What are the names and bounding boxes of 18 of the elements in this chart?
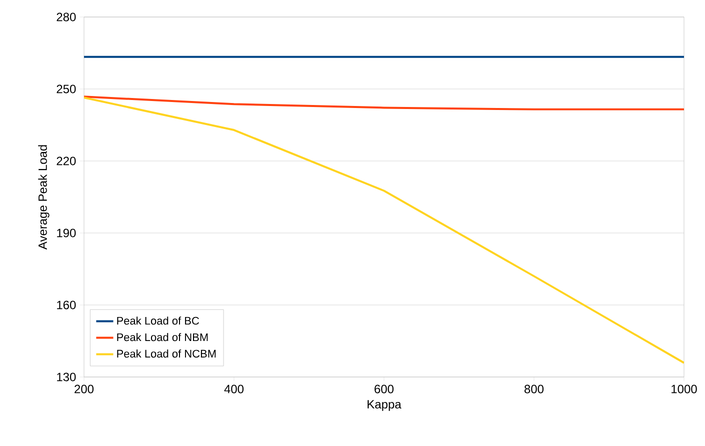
x-tick-label: 800	[524, 384, 544, 394]
line-series	[84, 96, 684, 110]
y-tick-label: 280	[56, 12, 76, 22]
legend-label: Peak Load of NBM	[117, 333, 208, 342]
y-tick-label: 160	[57, 300, 76, 310]
y-tick-label: 130	[57, 372, 76, 382]
y-axis-title: Average Peak Load	[38, 145, 50, 250]
y-tick-label: 220	[56, 156, 76, 166]
y-tick-label: 250	[56, 84, 76, 94]
x-tick-label: 1000	[672, 384, 697, 394]
legend-label: Peak Load of NCBM	[117, 350, 216, 358]
line-series	[84, 96, 684, 364]
x-tick-label: 200	[74, 384, 94, 394]
y-tick-label: 190	[57, 228, 76, 238]
legend-label: Peak Load of BC	[117, 316, 200, 325]
x-tick-label: 400	[224, 384, 244, 394]
x-axis-title: Kappa	[368, 400, 402, 411]
x-tick-label: 600	[374, 384, 394, 394]
